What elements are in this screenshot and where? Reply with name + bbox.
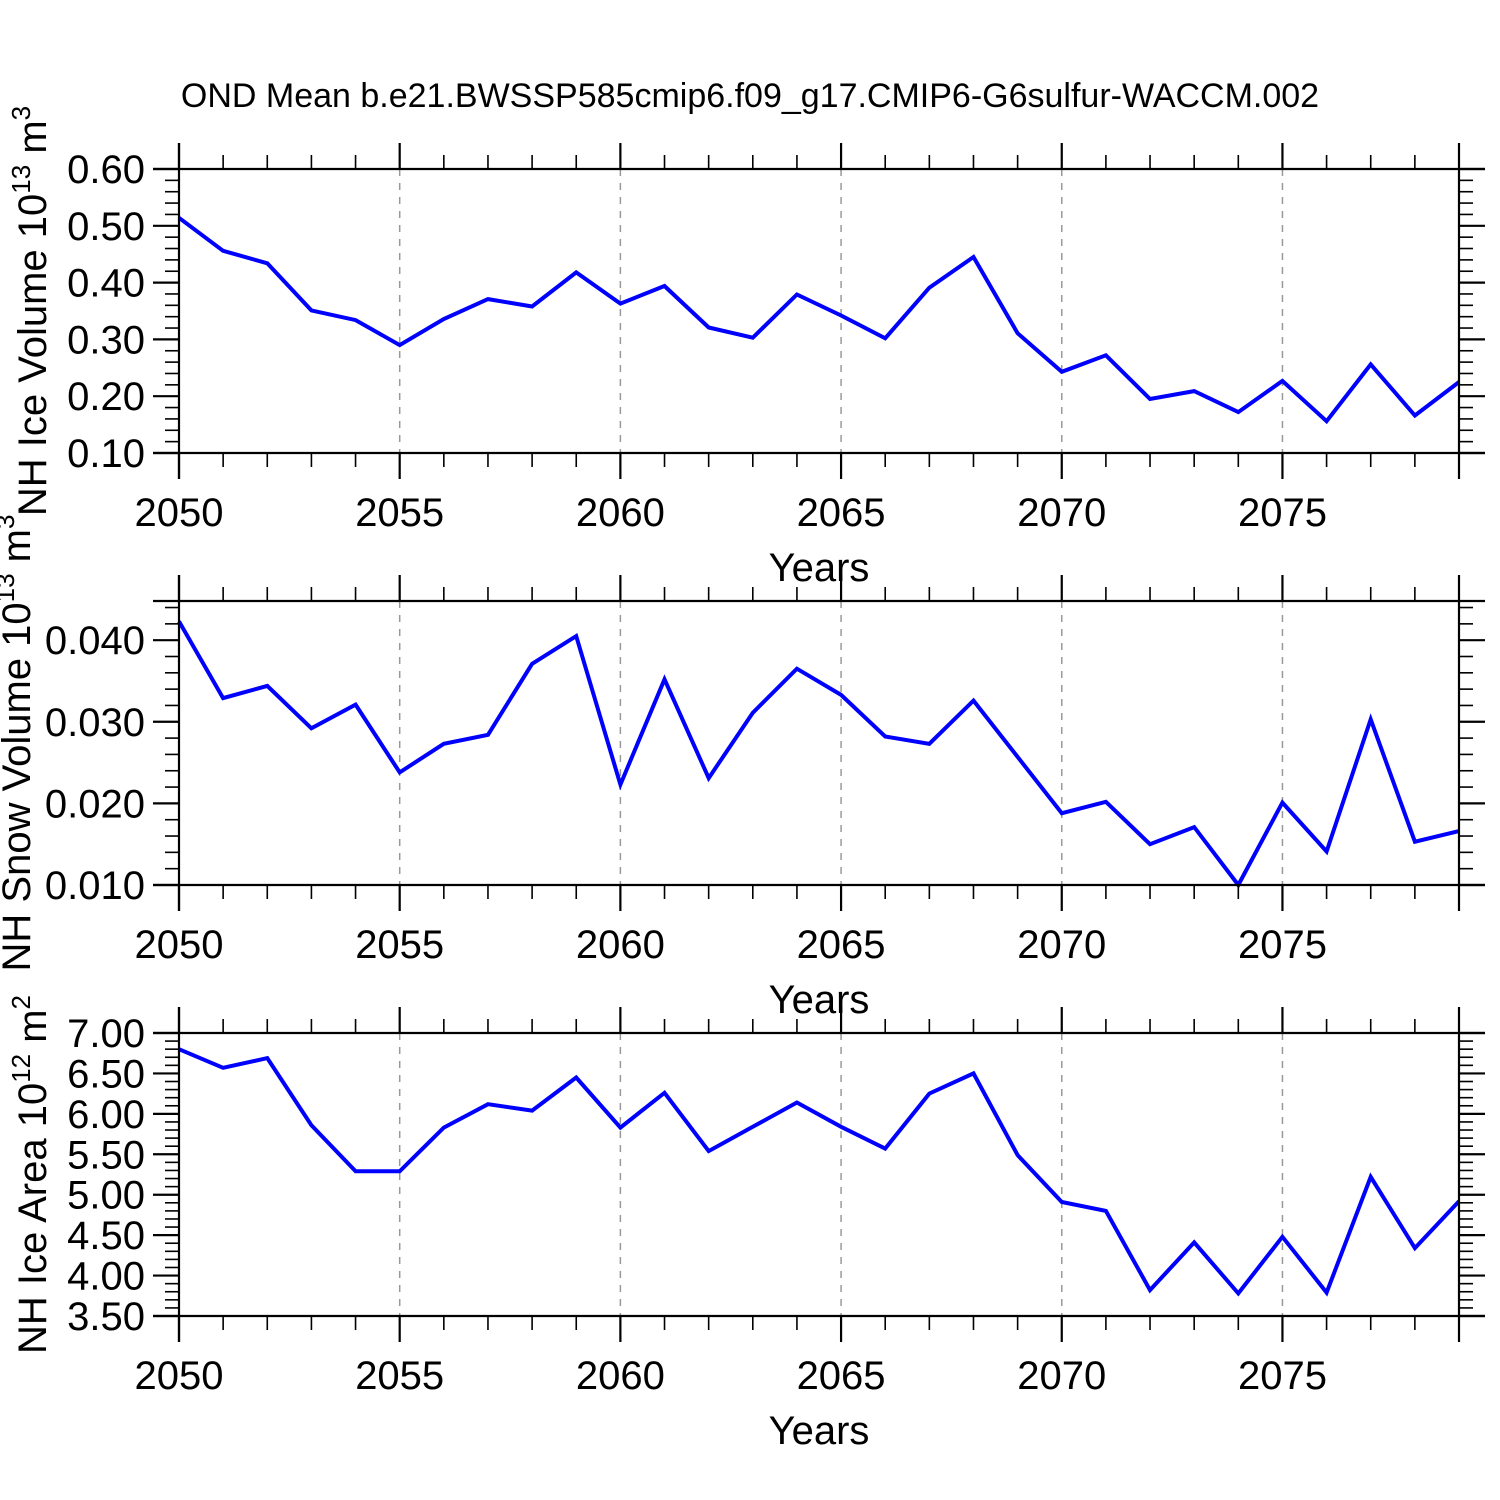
y-tick-labels: 0.010 0.020 0.030 0.040: [45, 619, 145, 908]
y-tick-label: 0.020: [45, 782, 145, 826]
x-axis-title: Years: [769, 546, 870, 590]
y-tick-label: 4.50: [67, 1214, 145, 1258]
y-axis-ticks: [153, 1031, 1485, 1318]
series-nh-snow-volume: [177, 620, 1460, 889]
series-nh-ice-area: [178, 1047, 1461, 1297]
x-tick-label: 2065: [797, 1354, 886, 1398]
x-gridlines: [398, 601, 1284, 885]
y-tick-labels: 3.504.004.505.005.506.006.507.00: [67, 1012, 145, 1339]
x-tick-label: 2050: [135, 923, 224, 967]
x-tick-label: 2050: [135, 1354, 224, 1398]
y-axis-title: NH Snow Volume 1013 m3: [0, 515, 39, 972]
x-tick-labels: 2050 2055 2060 2065 2070 2075: [135, 1354, 1327, 1398]
y-axis-title: NH Ice Volume 1013 m3: [6, 106, 55, 516]
y-tick-label: 0.60: [67, 148, 145, 192]
x-tick-label: 2055: [355, 1354, 444, 1398]
panel-nh-ice-area: 2050 2055 2060 2065 2070 2075 3.504.004.505.00…: [6, 995, 1485, 1453]
series-nh-ice-volume: [177, 216, 1461, 425]
x-tick-labels: 2050 2055 2060 2065 2070 2075: [135, 491, 1327, 535]
plot-frame: [153, 143, 1485, 479]
y-axis-ticks: [153, 606, 1485, 887]
y-axis-ticks: [153, 167, 1485, 455]
y-tick-label: 0.010: [45, 864, 145, 908]
y-tick-label: 0.20: [67, 375, 145, 419]
y-tick-label: 3.50: [67, 1295, 145, 1339]
y-tick-label: 4.00: [67, 1255, 145, 1299]
y-tick-label: 0.50: [67, 205, 145, 249]
x-axis-title: Years: [769, 978, 870, 1022]
panel-nh-snow-volume: 2050 2055 2060 2065 2070 20750.0100.0200.0300…: [0, 515, 1485, 1022]
x-tick-label: 2075: [1238, 491, 1327, 535]
y-tick-label: 0.10: [67, 432, 145, 476]
y-tick-label: 0.30: [67, 318, 145, 362]
y-tick-label: 5.00: [67, 1174, 145, 1218]
plot-frame: [153, 575, 1485, 911]
y-tick-label: 7.00: [67, 1012, 145, 1056]
y-tick-label: 5.50: [67, 1133, 145, 1177]
x-tick-label: 2060: [576, 1354, 665, 1398]
x-axis-ticks: [177, 1007, 1460, 1342]
x-tick-label: 2065: [797, 491, 886, 535]
x-axis-ticks: [177, 143, 1460, 479]
x-tick-label: 2065: [797, 923, 886, 967]
x-tick-label: 2050: [135, 491, 224, 535]
x-gridlines: [398, 169, 1284, 453]
y-tick-label: 0.030: [45, 701, 145, 745]
x-tick-label: 2075: [1238, 923, 1327, 967]
x-tick-label: 2070: [1017, 923, 1106, 967]
x-tick-label: 2075: [1238, 1354, 1327, 1398]
y-tick-label: 6.50: [67, 1052, 145, 1096]
y-tick-label: 0.40: [67, 262, 145, 306]
x-tick-label: 2055: [355, 923, 444, 967]
x-tick-label: 2070: [1017, 491, 1106, 535]
y-tick-label: 0.040: [45, 619, 145, 663]
x-tick-label: 2055: [355, 491, 444, 535]
y-tick-label: 6.00: [67, 1093, 145, 1137]
x-tick-label: 2070: [1017, 1354, 1106, 1398]
y-axis-title: NH Ice Area 1012 m2: [6, 995, 55, 1354]
x-tick-label: 2060: [576, 491, 665, 535]
x-axis-title: Years: [769, 1409, 870, 1453]
x-axis-ticks: [177, 575, 1460, 911]
panel-nh-ice-volume: 2050 2055 2060 2065 2070 2075 0.10 0.20 0.30 0.40…: [6, 106, 1485, 590]
figure-title: OND Mean b.e21.BWSSP585cmip6.f09_g17.CMI…: [181, 77, 1319, 115]
plot-frame: [153, 1007, 1485, 1342]
x-tick-label: 2060: [576, 923, 665, 967]
y-tick-labels: 0.10 0.20 0.30 0.40 0.50 0.60: [67, 148, 145, 476]
x-gridlines: [398, 1033, 1284, 1316]
x-tick-labels: 2050 2055 2060 2065 2070 2075: [135, 923, 1327, 967]
